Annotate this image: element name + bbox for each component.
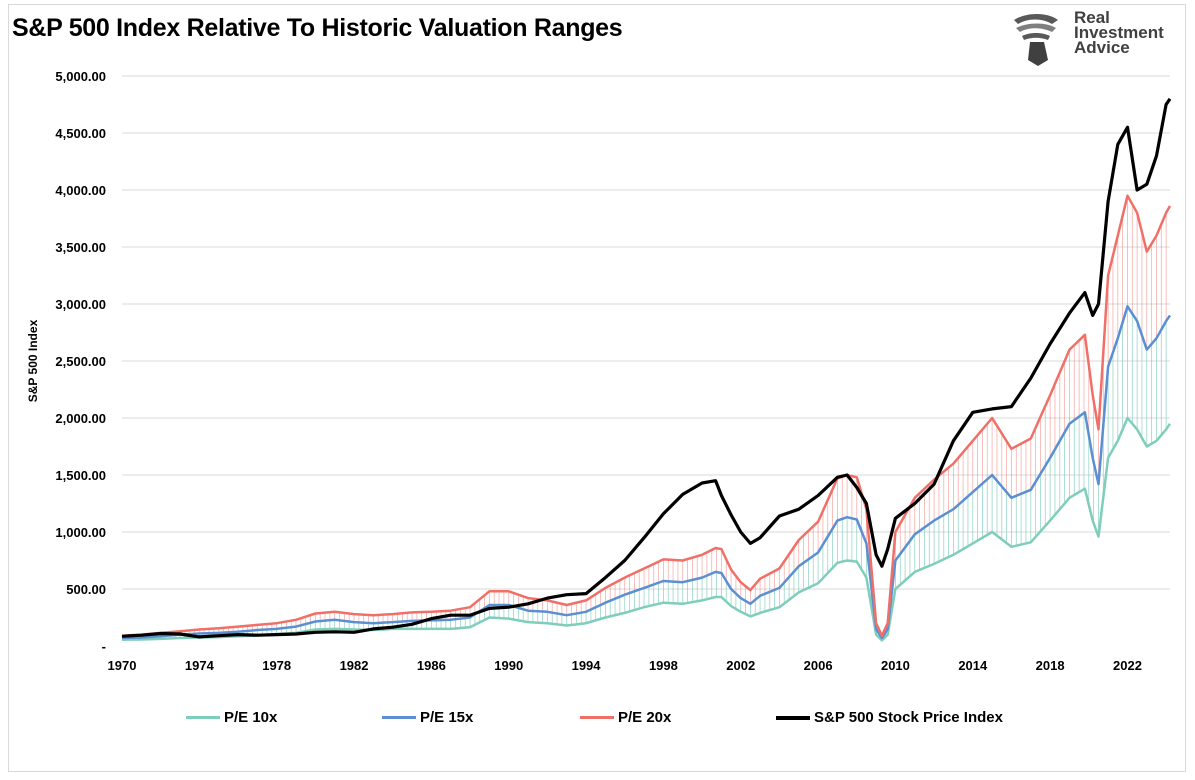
- legend-item-pe15: P/E 15x: [382, 709, 473, 726]
- x-tick-label: 1978: [262, 658, 291, 673]
- brand-line-3: Advice: [1074, 38, 1130, 57]
- y-tick-label: 500.00: [66, 582, 106, 597]
- x-tick-label: 2006: [804, 658, 833, 673]
- y-tick-label: 3,000.00: [55, 297, 106, 312]
- x-tick-label: 1998: [649, 658, 678, 673]
- brand-logo: Real Investment Advice: [1008, 8, 1173, 66]
- chart-frame: [8, 4, 1186, 772]
- legend-item-pe20: P/E 20x: [580, 709, 671, 726]
- x-tick-label: 2018: [1036, 658, 1065, 673]
- y-tick-label: 5,000.00: [55, 69, 106, 84]
- x-tick-label: 1970: [108, 658, 137, 673]
- legend-item-pe10: P/E 10x: [186, 709, 277, 726]
- x-tick-label: 1974: [185, 658, 215, 673]
- series-line-pe15: [121, 305, 1172, 640]
- brand-line-2: Investment: [1074, 23, 1164, 42]
- brand-name: Real Investment Advice: [1074, 8, 1164, 57]
- gridlines: [122, 75, 1170, 590]
- series-line-pe20: [121, 194, 1172, 637]
- brand-line-1: Real: [1074, 8, 1110, 27]
- series-lines: [121, 97, 1172, 642]
- legend-label: S&P 500 Stock Price Index: [814, 709, 1003, 726]
- eagle-logo-icon: [1014, 14, 1058, 66]
- legend-label: P/E 10x: [224, 709, 278, 726]
- x-tick-label: 2022: [1113, 658, 1142, 673]
- x-tick-label: 2010: [881, 658, 910, 673]
- y-axis-ticks: - 500.00 1,000.00 1,500.00 2,000.00 2,500.00 3…: [55, 69, 106, 654]
- legend-swatch-pe15: [382, 716, 416, 719]
- y-axis-label: S&P 500 Index: [26, 319, 40, 402]
- chart-legend: P/E 10x P/E 15x P/E 20x S&P 500 Stock Pr…: [0, 709, 1195, 733]
- valuation-chart: - 500.00 1,000.00 1,500.00 2,000.00 2,500.00 3…: [26, 69, 1172, 673]
- legend-swatch-pe20: [580, 716, 614, 719]
- y-tick-label: 1,500.00: [55, 468, 106, 483]
- x-tick-label: 1990: [494, 658, 523, 673]
- x-tick-label: 2002: [726, 658, 755, 673]
- y-tick-label: -: [102, 639, 106, 654]
- x-tick-label: 1986: [417, 658, 446, 673]
- x-tick-label: 1982: [340, 658, 369, 673]
- legend-swatch-pe10: [186, 716, 220, 719]
- y-tick-label: 2,000.00: [55, 411, 106, 426]
- y-tick-label: 2,500.00: [55, 354, 106, 369]
- y-tick-label: 3,500.00: [55, 240, 106, 255]
- x-axis-ticks: 1970 1974 1978 1982 1986 1990 1994 1998 2002 2006…: [108, 658, 1142, 673]
- x-tick-label: 2014: [958, 658, 988, 673]
- legend-swatch-sp500: [776, 715, 810, 720]
- legend-label: P/E 20x: [618, 709, 672, 726]
- x-tick-label: 1994: [572, 658, 602, 673]
- y-tick-label: 1,000.00: [55, 525, 106, 540]
- legend-label: P/E 15x: [420, 709, 474, 726]
- series-line-sp500: [121, 97, 1172, 639]
- y-tick-label: 4,000.00: [55, 183, 106, 198]
- y-tick-label: 4,500.00: [55, 126, 106, 141]
- series-line-pe10: [121, 416, 1172, 642]
- chart-title: S&P 500 Index Relative To Historic Valua…: [12, 14, 623, 42]
- legend-item-sp500: S&P 500 Stock Price Index: [776, 709, 1003, 726]
